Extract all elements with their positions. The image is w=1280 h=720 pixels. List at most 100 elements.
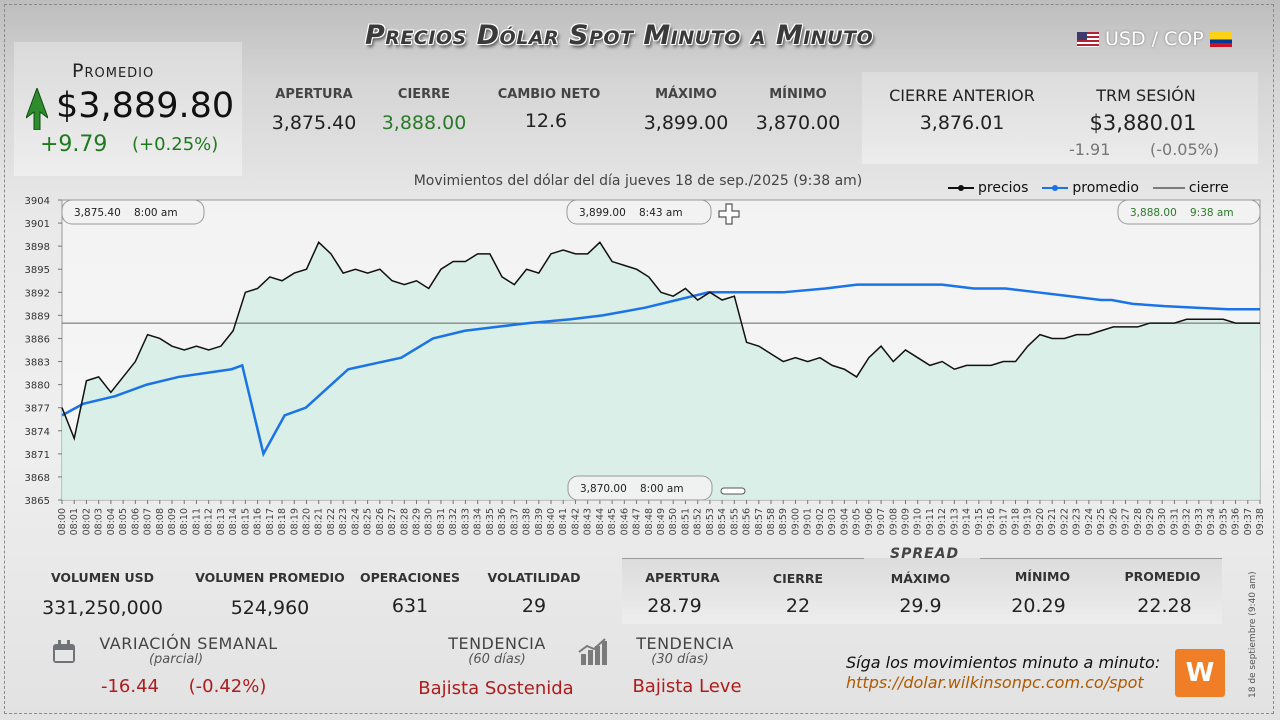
annotation-time: 8:43 am: [639, 207, 683, 219]
stat-value-volumen-promedio: 524,960: [230, 597, 310, 619]
stat-label-volumen-usd: VOLUMEN USD: [50, 570, 155, 585]
x-tick-label: 08:09: [167, 508, 178, 535]
y-tick-label: 3904: [25, 196, 50, 207]
legend-precios-label: precios: [978, 180, 1029, 196]
x-tick-label: 08:26: [375, 508, 386, 535]
trm-label: TRM SESIÓN: [1096, 86, 1196, 105]
stat-value-volumen-usd: 331,250,000: [42, 597, 163, 619]
x-tick-label: 08:55: [729, 508, 740, 535]
annotation-box: [1117, 199, 1261, 225]
stat-label-apertura: APERTURA: [275, 87, 353, 102]
stat-label-minimo: MÍNIMO: [769, 87, 827, 102]
y-tick-label: 3883: [25, 358, 50, 369]
x-tick-label: 08:43: [583, 508, 594, 535]
x-tick-label: 08:56: [742, 508, 753, 535]
stat-label-cierre: CIERRE: [397, 87, 451, 102]
y-tick-label: 3874: [25, 427, 50, 438]
stat-value-apertura: 3,875.40: [271, 112, 357, 134]
annotation-value: 3,888.00: [1130, 207, 1177, 219]
x-tick-label: 09:29: [1145, 508, 1156, 535]
x-tick-label: 09:05: [852, 508, 863, 535]
x-tick-label: 08:23: [338, 508, 349, 535]
x-tick-label: 09:13: [949, 508, 960, 535]
x-tick-label: 08:16: [253, 508, 264, 535]
variacion-label: VARIACIÓN SEMANAL: [99, 634, 278, 653]
x-tick-label: 09:35: [1218, 508, 1229, 535]
x-tick-label: 08:50: [668, 508, 679, 535]
spread-panel: [622, 558, 1222, 624]
legend-cierre: cierre: [1152, 180, 1229, 196]
x-tick-label: 08:18: [277, 508, 288, 535]
precios-line: [61, 241, 1260, 442]
annotation-box: [567, 475, 713, 501]
stat-label-operaciones: OPERACIONES: [359, 570, 461, 585]
x-tick-label: 08:35: [485, 508, 496, 535]
x-tick-label: 08:37: [509, 508, 520, 535]
x-tick-label: 09:20: [1035, 508, 1046, 535]
x-tick-label: 09:34: [1206, 508, 1217, 535]
trm-change: -1.91: [1069, 140, 1111, 159]
y-tick-label: 3901: [25, 219, 50, 230]
x-tick-label: 08:11: [191, 508, 202, 535]
x-tick-label: 09:24: [1084, 508, 1095, 535]
x-tick-label: 08:58: [766, 508, 777, 535]
x-tick-label: 08:28: [399, 508, 410, 535]
stat-value-maximo: 3,899.00: [643, 112, 729, 134]
spread-value-promedio: 22.28: [1137, 595, 1192, 617]
legend-precios: precios: [948, 180, 1028, 196]
x-tick-label: 08:21: [314, 508, 325, 535]
variacion-value: -16.44: [100, 676, 160, 697]
promedio-label: Promedio: [72, 60, 155, 82]
annotation-value: 3,899.00: [579, 207, 626, 219]
x-tick-label: 09:36: [1231, 508, 1242, 535]
price-chart[interactable]: 3904 3901 3898 3895 3892 3889 3886 3883 3880 3877…: [0, 190, 1276, 550]
annotation-time: 9:38 am: [1190, 207, 1234, 219]
y-tick-label: 3895: [25, 265, 50, 276]
x-tick-label: 08:02: [81, 508, 92, 535]
promedio-pct: (+0.25%): [132, 134, 219, 155]
x-tick-label: 08:41: [558, 508, 569, 535]
x-tick-label: 08:20: [301, 508, 312, 535]
x-tick-label: 08:00: [57, 508, 68, 535]
x-tick-label: 09:10: [913, 508, 924, 535]
y-tick-label: 3865: [25, 496, 50, 507]
scroll-pill: [720, 487, 746, 495]
annotation-box: [61, 199, 205, 225]
x-tick-label: 09:28: [1133, 508, 1144, 535]
y-tick-label: 3871: [25, 450, 50, 461]
spread-label-apertura: APERTURA: [645, 570, 720, 585]
x-tick-label: 08:47: [632, 508, 643, 535]
annotation-time: 8:00 am: [640, 483, 684, 495]
stat-label-maximo: MÁXIMO: [655, 87, 717, 102]
x-tick-label: 08:24: [350, 508, 361, 535]
x-tick-label: 08:03: [94, 508, 105, 535]
x-tick-label: 08:38: [522, 508, 533, 535]
x-tick-label: 08:57: [754, 508, 765, 535]
x-tick-label: 08:14: [228, 508, 239, 535]
x-tick-label: 09:26: [1108, 508, 1119, 535]
page-title: Precios Dólar Spot Minuto a Minuto: [365, 20, 874, 51]
follow-url-link[interactable]: https://dolar.wilkinsonpc.com.co/spot: [846, 673, 1144, 692]
x-tick-label: 09:09: [900, 508, 911, 535]
trm-pct: (-0.05%): [1150, 140, 1220, 159]
x-tick-label: 08:07: [143, 508, 154, 535]
x-tick-label: 09:38: [1255, 508, 1266, 535]
chart-title: Movimientos del dólar del día jueves 18 …: [413, 173, 863, 189]
legend-cierre-label: cierre: [1188, 180, 1229, 196]
spread-label-maximo: MÁXIMO: [890, 571, 951, 586]
tendencia30-label: TENDENCIA: [636, 634, 734, 653]
x-tick-label: 08:32: [448, 508, 459, 535]
tendencia60-sub: (60 días): [468, 652, 526, 667]
x-tick-label: 09:21: [1047, 508, 1058, 535]
x-tick-label: 09:37: [1243, 508, 1254, 535]
x-tick-label: 09:22: [1059, 508, 1070, 535]
x-tick-label: 08:25: [363, 508, 374, 535]
annotation-box: [566, 199, 712, 225]
tendencia30-value: Bajista Leve: [632, 676, 742, 697]
x-tick-label: 09:03: [827, 508, 838, 535]
stat-value-volatilidad: 29: [521, 595, 547, 617]
x-tick-label: 08:34: [473, 508, 484, 535]
x-tick-label: 08:40: [546, 508, 557, 535]
wilkinson-logo[interactable]: W: [1175, 649, 1225, 697]
cierre-anterior-value: 3,876.01: [919, 112, 1005, 134]
